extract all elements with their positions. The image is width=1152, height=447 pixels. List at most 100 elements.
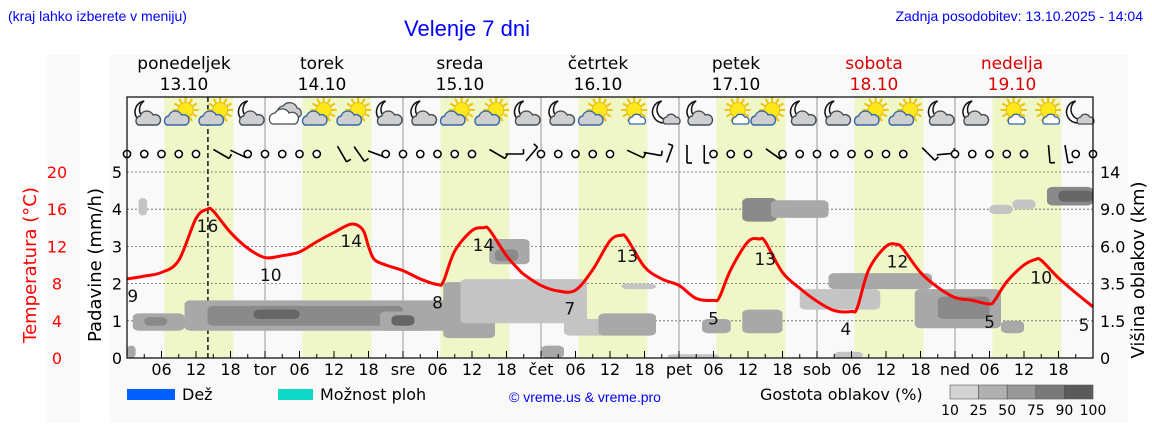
density-swatch [979,385,1008,399]
precipitation-tick-label: 2 [112,275,122,294]
cloud-blob [208,306,404,326]
calm-wind-circle [969,150,976,157]
cloud-blob [599,313,657,335]
temperature-max-label: 10 [1030,268,1052,288]
x-tick-hour: 18 [1048,360,1068,379]
calm-wind-circle [1003,150,1010,157]
x-tick-hour: 06 [841,360,861,379]
density-tick-label: 25 [970,403,988,419]
location-hint-link[interactable]: (kraj lahko izberete v meniju) [8,8,187,24]
wind-barb-tick [1068,162,1073,163]
temperature-tick-label: 20 [47,163,67,182]
cloud-blob [829,273,933,289]
cloud-height-tick-label: 1.5 [1100,312,1125,331]
temperature-min-label: 9 [127,287,138,307]
calm-wind-circle [158,150,165,157]
calm-wind-circle [399,150,406,157]
x-tick-hour: 12 [600,360,620,379]
calm-wind-circle [1072,150,1079,157]
temperature-max-label: 14 [340,232,362,252]
x-tick-hour: 12 [324,360,344,379]
cloud-height-tick-label: 3.5 [1100,275,1125,294]
x-tick-hour: 06 [151,360,171,379]
calm-wind-circle [727,150,734,157]
density-swatch [1036,385,1065,399]
x-tick-hour: 12 [1014,360,1034,379]
cloud-height-tick-label: 0 [1100,349,1110,368]
calm-wind-circle [831,150,838,157]
calm-wind-circle [382,150,389,157]
day-name: ponedeljek [137,54,231,74]
cloud-blob [771,200,829,218]
temperature-max-label: 14 [473,236,495,256]
x-tick-hour: 18 [910,360,930,379]
precipitation-tick-label: 4 [112,200,122,219]
day-date: 13.10 [160,75,209,95]
calm-wind-circle [244,150,251,157]
cloud-blob [990,205,1013,214]
day-name: nedelja [981,54,1043,74]
density-tick-label: 100 [1080,403,1107,419]
day-date: 17.10 [712,75,761,95]
calm-wind-circle [865,150,872,157]
temperature-tick-label: 4 [52,312,62,331]
calm-wind-circle [261,150,268,157]
x-tick-hour: 06 [565,360,585,379]
wind-barb-tick [661,151,662,156]
cloud-blob [1059,191,1094,202]
x-tick-hour: 06 [703,360,723,379]
rain-legend-label: Dež [182,385,213,404]
last-updated: Zadnja posodobitev: 13.10.2025 - 14:04 [895,8,1143,24]
day-name: petek [712,54,760,74]
day-date: 19.10 [988,75,1037,95]
temperature-tick-label: 8 [52,275,62,294]
precipitation-tick-label: 0 [112,349,122,368]
calm-wind-circle [606,150,613,157]
precipitation-tick-label: 5 [112,163,122,182]
calm-wind-circle [882,150,889,157]
cloud-blob [622,284,657,290]
day-name: sobota [845,54,903,74]
cloud-height-tick-label: 6.0 [1100,237,1125,256]
calm-wind-circle [175,150,182,157]
x-tick-hour: 12 [186,360,206,379]
density-swatch [1007,385,1036,399]
cloud-height-axis-title: Višina oblakov (km) [1128,181,1149,358]
x-tick-hour: 12 [876,360,896,379]
x-tick-hour: 18 [220,360,240,379]
temperature-max-label: 12 [887,253,909,273]
calm-wind-circle [986,150,993,157]
day-date: 15.10 [436,75,485,95]
calm-wind-circle [796,150,803,157]
cloud-height-tick-label: 14 [1100,163,1120,182]
x-tick-day: sre [391,360,415,379]
x-tick-hour: 18 [496,360,516,379]
density-swatch [950,385,979,399]
cloud-blob [742,310,782,334]
calm-wind-circle [279,150,286,157]
calm-wind-circle [141,150,148,157]
calm-wind-circle [710,150,717,157]
calm-wind-circle [589,150,596,157]
temperature-axis-title: Temperatura (°C) [20,187,41,344]
cloud-blob [1013,200,1036,210]
temperature-max-label: 16 [197,217,219,237]
temperature-min-label: 5 [984,313,995,333]
day-name: četrtek [568,54,629,74]
daylight-band [992,97,1061,358]
density-tick-label: 75 [1027,403,1045,419]
density-tick-label: 90 [1055,403,1073,419]
cloud-blob [1001,321,1024,333]
calm-wind-circle [468,150,475,157]
calm-wind-circle [848,150,855,157]
temperature-min-label: 5 [708,309,719,329]
temperature-max-label: 13 [754,250,776,270]
cloud-blob [144,317,167,326]
calm-wind-circle [1020,150,1027,157]
calm-wind-circle [296,150,303,157]
cloud-blob [254,310,300,319]
temperature-tick-label: 16 [47,200,67,219]
density-swatch [1064,385,1093,399]
credit-link[interactable]: © vreme.us & vreme.pro [509,389,661,405]
